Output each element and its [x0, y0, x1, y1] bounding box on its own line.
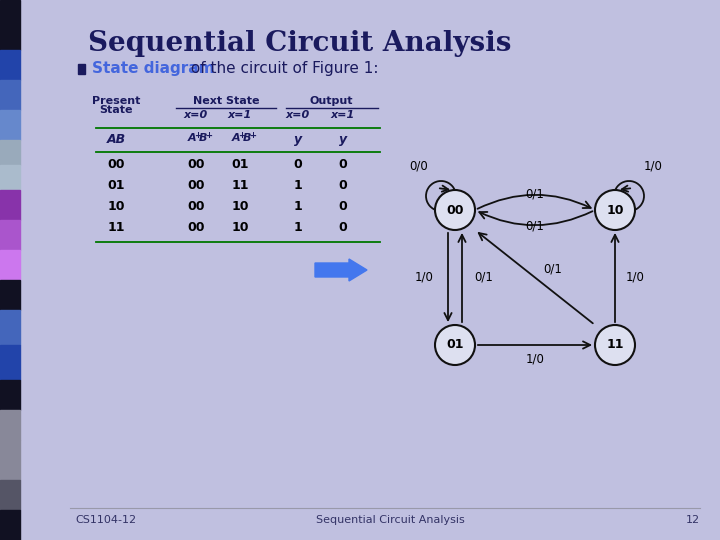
Bar [0, 310, 20, 345]
Circle shape [435, 190, 475, 230]
Bar [0, 0, 20, 50]
Bar [0, 480, 20, 510]
Text: 1: 1 [294, 221, 302, 234]
Text: 10: 10 [231, 221, 248, 234]
Text: +: + [238, 131, 245, 140]
Bar [0, 220, 20, 250]
Text: 0: 0 [338, 179, 347, 192]
Text: of the circuit of Figure 1:: of the circuit of Figure 1: [186, 60, 379, 76]
Text: 00: 00 [107, 158, 125, 171]
Text: 1: 1 [294, 179, 302, 192]
Bar [0, 510, 20, 540]
Text: Output: Output [310, 96, 353, 106]
Text: 0: 0 [338, 221, 347, 234]
Text: A: A [188, 133, 197, 143]
Text: Present: Present [92, 96, 140, 106]
Text: 0/1: 0/1 [544, 263, 562, 276]
Circle shape [595, 190, 635, 230]
Text: State: State [99, 105, 132, 115]
Text: 00: 00 [187, 179, 204, 192]
Bar [0, 380, 20, 410]
Text: 0/1: 0/1 [526, 187, 544, 200]
Text: B: B [243, 133, 251, 143]
Text: 0: 0 [338, 158, 347, 171]
Text: AB: AB [107, 133, 125, 146]
Text: 0/0: 0/0 [410, 159, 428, 172]
Text: +: + [194, 131, 201, 140]
Text: 00: 00 [187, 221, 204, 234]
Text: +: + [249, 131, 256, 140]
Text: +: + [205, 131, 212, 140]
Bar [0, 190, 20, 220]
Text: A: A [232, 133, 240, 143]
Text: B: B [199, 133, 207, 143]
FancyArrow shape [315, 259, 367, 281]
Text: y: y [294, 133, 302, 146]
Text: 12: 12 [686, 515, 700, 525]
Text: 0: 0 [294, 158, 302, 171]
Text: 11: 11 [107, 221, 125, 234]
Text: x=0: x=0 [184, 110, 208, 120]
Text: x=0: x=0 [286, 110, 310, 120]
Circle shape [435, 325, 475, 365]
Bar [78, 64, 85, 74]
Bar [0, 250, 20, 280]
Text: 1/0: 1/0 [644, 159, 662, 172]
Text: Sequential Circuit Analysis: Sequential Circuit Analysis [88, 30, 511, 57]
Bar [0, 165, 20, 190]
Text: 0/1: 0/1 [526, 219, 544, 233]
Text: 01: 01 [446, 339, 464, 352]
Circle shape [595, 325, 635, 365]
Bar [0, 410, 20, 440]
Text: 0/1: 0/1 [474, 271, 493, 284]
Text: x=1: x=1 [228, 110, 252, 120]
Text: Sequential Circuit Analysis: Sequential Circuit Analysis [315, 515, 464, 525]
Text: 00: 00 [446, 204, 464, 217]
Text: 10: 10 [107, 200, 125, 213]
Text: 10: 10 [606, 204, 624, 217]
Text: 0: 0 [338, 200, 347, 213]
Text: y: y [339, 133, 347, 146]
Bar [0, 50, 20, 80]
Text: 00: 00 [187, 200, 204, 213]
Bar [0, 440, 20, 480]
Text: 1: 1 [294, 200, 302, 213]
Bar [0, 345, 20, 380]
Text: 10: 10 [231, 200, 248, 213]
Text: 01: 01 [107, 179, 125, 192]
Text: 11: 11 [231, 179, 248, 192]
Text: State diagram: State diagram [92, 60, 215, 76]
Bar [0, 110, 20, 140]
Text: 11: 11 [606, 339, 624, 352]
Text: 00: 00 [187, 158, 204, 171]
Bar [0, 140, 20, 165]
Text: 01: 01 [231, 158, 248, 171]
Text: Next State: Next State [193, 96, 259, 106]
Text: CS1104-12: CS1104-12 [75, 515, 136, 525]
Bar [0, 280, 20, 310]
Bar [0, 80, 20, 110]
Text: 1/0: 1/0 [626, 271, 644, 284]
Text: 1/0: 1/0 [526, 353, 544, 366]
Text: 1/0: 1/0 [415, 271, 433, 284]
Text: x=1: x=1 [331, 110, 355, 120]
